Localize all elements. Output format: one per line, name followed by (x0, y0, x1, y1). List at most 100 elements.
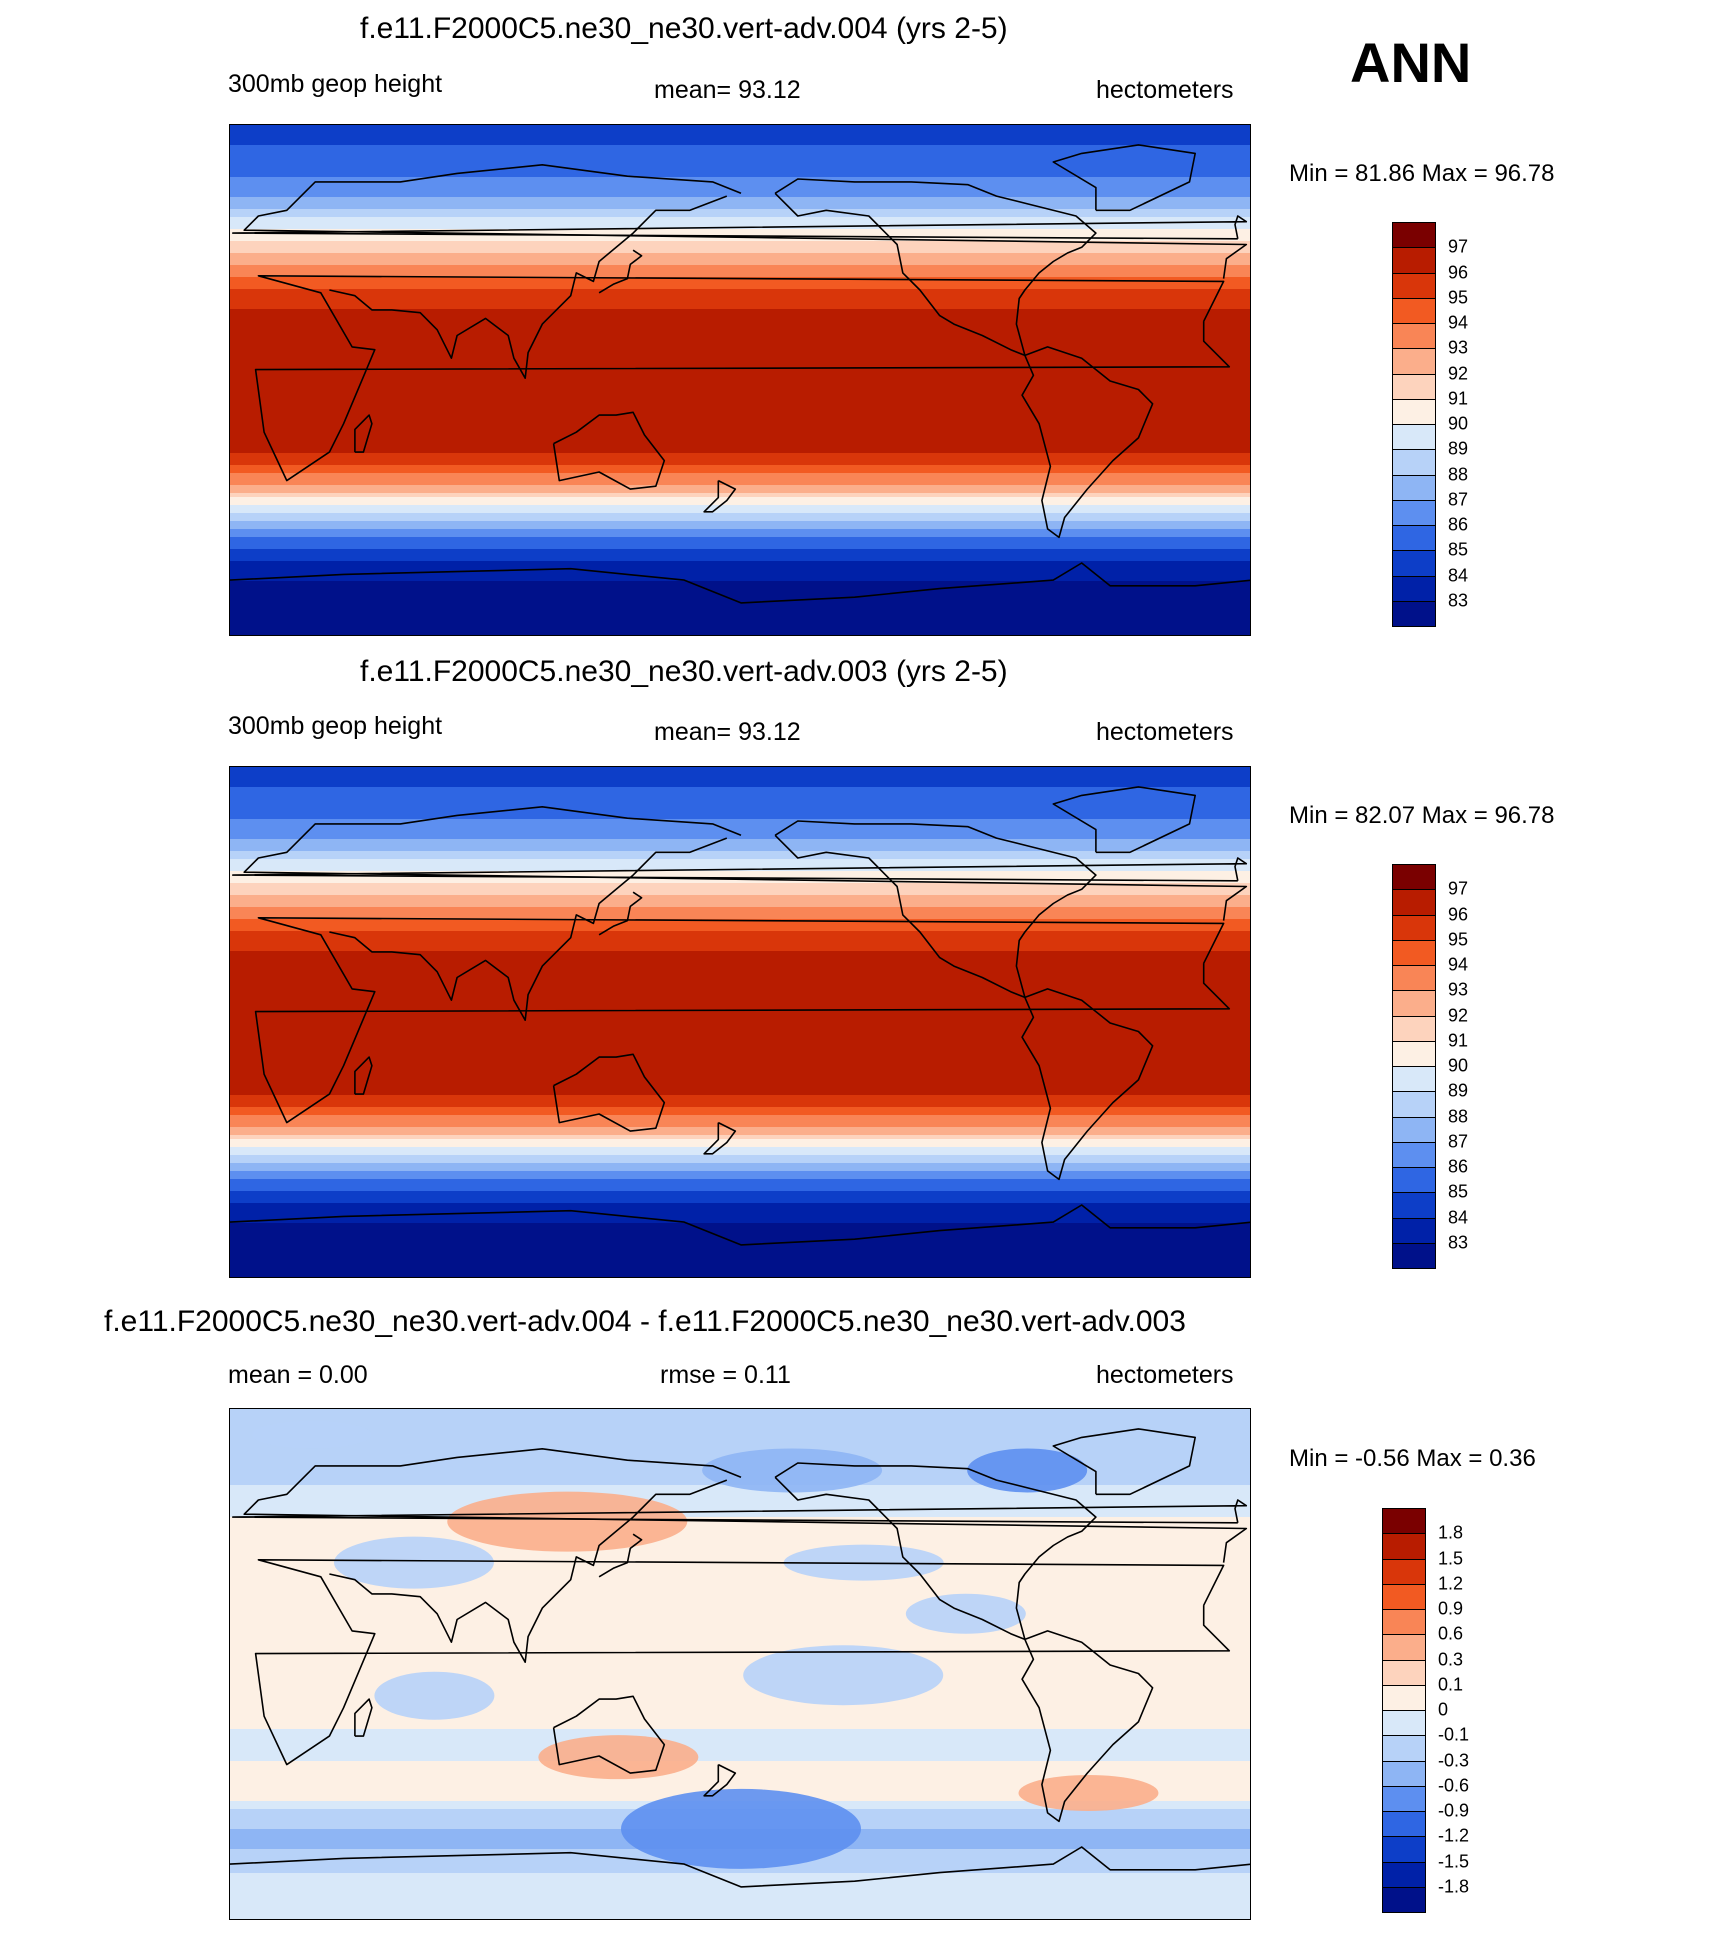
colorbar-label: 92 (1448, 1005, 1469, 1025)
colorbar-swatch (1392, 499, 1436, 526)
anomaly-blob (447, 1491, 688, 1552)
field-band (230, 935, 1250, 940)
coastline (552, 1695, 666, 1774)
field-band (230, 1893, 1250, 1898)
coastline (703, 479, 737, 513)
colorbar-label: 97 (1448, 236, 1469, 257)
field-band (230, 1131, 1250, 1136)
field-band (230, 581, 1250, 586)
panel-2-mean-label: mean= 93.12 (654, 718, 801, 746)
field-band (230, 481, 1250, 486)
field-band (230, 433, 1250, 438)
panel-3-mean-label: mean = 0.00 (228, 1361, 368, 1389)
field-band (230, 1913, 1250, 1918)
field-band (230, 409, 1250, 414)
field-band (230, 1417, 1250, 1422)
field-band (230, 617, 1250, 622)
field-band (230, 1781, 1250, 1786)
colorbar-label: 94 (1448, 954, 1469, 975)
field-band (230, 1501, 1250, 1506)
field-band (230, 1215, 1250, 1220)
coastline (243, 1447, 1248, 1563)
field-band (230, 553, 1250, 558)
coastline (354, 1056, 373, 1095)
field-band (230, 983, 1250, 988)
panel-2-map-svg (230, 767, 1250, 1277)
field-band (230, 1199, 1250, 1204)
coastline (231, 1499, 1248, 1524)
field-band (230, 437, 1250, 442)
field-band (230, 975, 1250, 980)
field-band (230, 465, 1250, 470)
coastline (1052, 1428, 1197, 1496)
anomaly-blob (621, 1788, 861, 1869)
field-band (230, 421, 1250, 426)
colorbar-swatch (1392, 323, 1436, 350)
colorbar-swatch (1392, 449, 1436, 476)
field-band (230, 1497, 1250, 1502)
field-band (230, 1429, 1250, 1434)
field-band (230, 313, 1250, 318)
colorbar-label: -1.8 (1438, 1876, 1470, 1897)
field-band (230, 1669, 1250, 1674)
field-band (230, 137, 1250, 142)
field-band (230, 393, 1250, 398)
colorbar-label: 96 (1448, 262, 1469, 282)
colorbar-label: 89 (1448, 438, 1469, 459)
coastline (254, 275, 1231, 482)
field-band (230, 831, 1250, 836)
field-band (230, 633, 1250, 635)
field-band (230, 317, 1250, 322)
field-band (230, 811, 1250, 816)
field-band (230, 593, 1250, 598)
field-band (230, 493, 1250, 498)
field-band (230, 987, 1250, 992)
panel-3-map (229, 1408, 1251, 1920)
colorbar-swatch (1392, 1192, 1436, 1219)
field-band (230, 1493, 1250, 1498)
field-band (230, 489, 1250, 494)
colorbar-swatch (1392, 939, 1436, 966)
field-band (230, 1207, 1250, 1212)
anomaly-blob (333, 1536, 494, 1589)
field-band (230, 441, 1250, 446)
anomaly-blob (905, 1593, 1026, 1634)
field-band (230, 1641, 1250, 1646)
field-band (230, 353, 1250, 358)
field-band (230, 237, 1250, 242)
field-band (230, 1275, 1250, 1277)
field-band (230, 293, 1250, 298)
field-band (230, 1609, 1250, 1614)
field-band (230, 1445, 1250, 1450)
field-band (230, 843, 1250, 848)
field-band (230, 261, 1250, 266)
colorbar-swatch (1392, 1040, 1436, 1067)
field-band (230, 369, 1250, 374)
field-band (230, 1063, 1250, 1068)
field-band (230, 1701, 1250, 1706)
field-band (230, 1917, 1250, 1919)
colorbar-swatch (1392, 398, 1436, 425)
field-band (230, 1709, 1250, 1714)
field-band (230, 1023, 1250, 1028)
coastline (354, 1698, 373, 1737)
field-band (230, 1027, 1250, 1032)
field-band (230, 1765, 1250, 1770)
field-band (230, 1665, 1250, 1670)
colorbar-label: 83 (1448, 1232, 1469, 1253)
field-band (230, 385, 1250, 390)
field-band (230, 1521, 1250, 1526)
field-band (230, 1103, 1250, 1108)
field-band (230, 767, 1250, 772)
field-band (230, 1889, 1250, 1894)
field-band (230, 513, 1250, 518)
field-band (230, 1095, 1250, 1100)
field-band (230, 1761, 1250, 1766)
field-band (230, 943, 1250, 948)
coastline (703, 1121, 737, 1155)
field-band (230, 429, 1250, 434)
coastline (1021, 1630, 1154, 1823)
field-band (230, 1605, 1250, 1610)
field-band (230, 1737, 1250, 1742)
field-band (230, 1031, 1250, 1036)
